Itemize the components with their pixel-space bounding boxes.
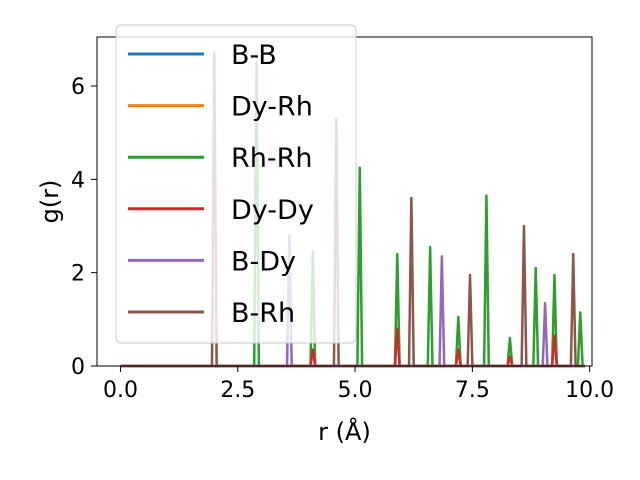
legend-label: Dy-Dy [231,195,314,226]
y-tick-label: 2 [71,262,85,287]
x-tick-label: 2.5 [220,378,255,403]
y-axis-label: g(r) [36,180,64,224]
legend-box [115,24,357,344]
legend-label: Rh-Rh [231,143,313,174]
series-line-dy-dy [120,327,585,368]
x-tick-label: 0.0 [103,378,138,403]
x-tick-label: 10.0 [565,378,614,403]
y-tick-label: 0 [71,355,85,380]
x-axis-label: r (Å) [318,417,371,446]
y-tick-label: 4 [71,168,85,193]
legend-label: B-Rh [231,298,295,329]
axis-ticks: 0.0 2.5 5.0 7.5 10.0 0 2 4 6 [71,75,614,403]
legend-label: B-B [231,40,277,71]
x-tick-label: 5.0 [338,378,373,403]
y-tick-label: 6 [71,75,85,100]
x-tick-label: 7.5 [455,378,490,403]
legend-label: Dy-Rh [231,92,313,123]
legend: B-B Dy-Rh Rh-Rh Dy-Dy B-Dy B-Rh [115,24,357,344]
legend-label: B-Dy [231,246,296,277]
